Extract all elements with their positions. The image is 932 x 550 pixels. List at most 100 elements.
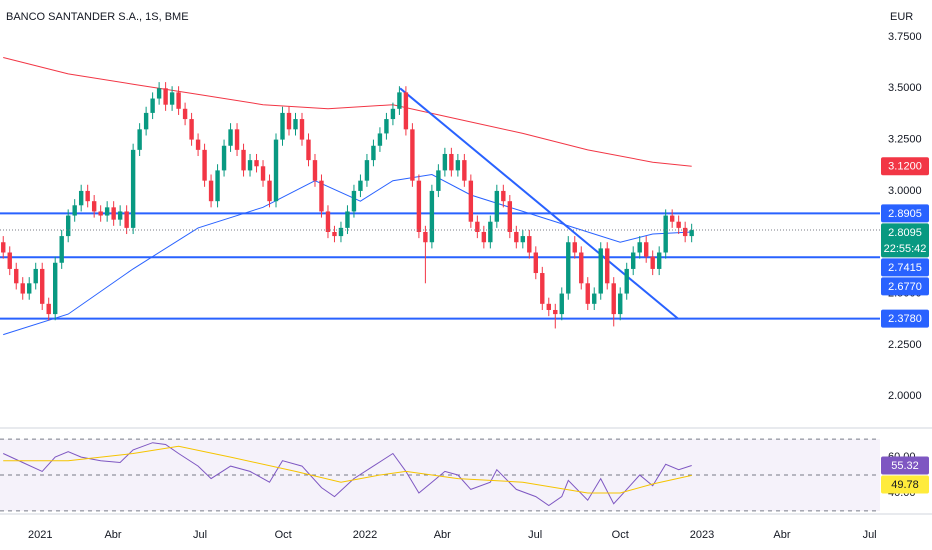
candle-body [254, 160, 259, 167]
x-tick-label: Abr [773, 529, 790, 541]
candle-body [436, 170, 441, 191]
price-tag [881, 456, 929, 475]
candle-body [462, 160, 467, 181]
candle-body [163, 88, 168, 105]
candle-body [481, 231, 487, 243]
candle-body [20, 283, 25, 294]
y-tick-label: 3.0000 [888, 185, 922, 197]
candle-body [520, 236, 526, 243]
candle-body [631, 252, 636, 269]
y-tick-label: 2.0000 [888, 390, 922, 402]
candle-body [656, 252, 662, 269]
candle-body [325, 211, 331, 232]
candle-body [592, 293, 597, 304]
candle-body [377, 133, 383, 146]
candle-body [449, 153, 454, 171]
price-tag-label: 55.32 [891, 460, 919, 472]
candle-body [643, 242, 649, 257]
rsi-line [2, 442, 692, 507]
candle-body [345, 211, 350, 228]
candle-body [358, 180, 363, 191]
candle-body [130, 149, 136, 228]
currency: EUR [890, 11, 913, 23]
candle-body [182, 108, 188, 120]
candle-body [98, 211, 103, 216]
candle-body [208, 180, 214, 202]
candle-body [267, 180, 272, 202]
candle-body [85, 190, 90, 202]
candle-body [514, 231, 519, 243]
candle-body [559, 293, 564, 315]
candle-body [682, 227, 688, 237]
price-tag-label: 2.6770 [888, 281, 922, 293]
candle-body [169, 92, 175, 105]
candle-body [7, 252, 12, 269]
candle-body [553, 309, 558, 315]
x-tick-label: Oct [612, 529, 629, 541]
x-tick-label: Jul [193, 529, 207, 541]
candle-body [104, 207, 110, 216]
candle-body [384, 119, 389, 134]
candle-body [579, 252, 584, 284]
price-tag [881, 223, 929, 258]
candle-body [403, 92, 409, 130]
candle-body [455, 160, 461, 171]
candle-body [33, 268, 38, 284]
y-tick-label: 3.7500 [888, 31, 922, 43]
candle-body [442, 153, 448, 171]
candle-body [585, 283, 590, 304]
candle-body [676, 221, 681, 228]
candle-body [423, 231, 428, 243]
price-tag-label: 2.8905 [888, 208, 922, 220]
candle-body [488, 221, 493, 243]
candle-body [280, 112, 285, 140]
candle-body [494, 190, 500, 222]
candle-body [351, 190, 357, 212]
candle-body [566, 242, 571, 294]
price-tag-label: 3.1200 [888, 161, 922, 173]
candle-body [319, 180, 324, 212]
y-tick-label: 3.5000 [888, 82, 922, 94]
candle-body [605, 248, 610, 284]
candle-body [156, 88, 162, 99]
y-tick-label: 2.2500 [888, 339, 922, 351]
candle-body [624, 268, 629, 294]
candle-body [429, 190, 435, 243]
candle-body [527, 236, 532, 253]
candle-body [663, 215, 668, 253]
candle-body [410, 129, 415, 181]
candle-body [137, 129, 142, 150]
price-tag [881, 475, 929, 494]
candle-body [247, 160, 253, 171]
candle-body [117, 211, 123, 220]
candle-body [572, 242, 577, 253]
candle-body [221, 145, 227, 171]
x-tick-label: Abr [104, 529, 121, 541]
price-tag [881, 204, 929, 223]
candle-body [215, 170, 220, 202]
trend-line [399, 87, 679, 320]
candle-body [390, 108, 396, 120]
candle-body [650, 256, 655, 269]
candle-body [91, 201, 97, 212]
candle-body [533, 252, 538, 274]
candle-body [312, 160, 318, 181]
rsi-line [3, 445, 692, 494]
candle-body [72, 205, 77, 216]
candle-body [176, 92, 181, 109]
moving-average [3, 57, 692, 167]
candle-body [338, 227, 344, 237]
candle-body [46, 303, 51, 315]
x-tick-label: Oct [275, 529, 292, 541]
candle-body [475, 221, 480, 232]
candle-body [143, 112, 149, 130]
candle-body [689, 230, 694, 237]
candle-body [637, 242, 642, 253]
candle-body [260, 166, 266, 181]
candle-body [59, 236, 64, 263]
x-tick-label: Jul [528, 529, 542, 541]
candle-body [53, 262, 58, 315]
candle-body [540, 273, 545, 304]
